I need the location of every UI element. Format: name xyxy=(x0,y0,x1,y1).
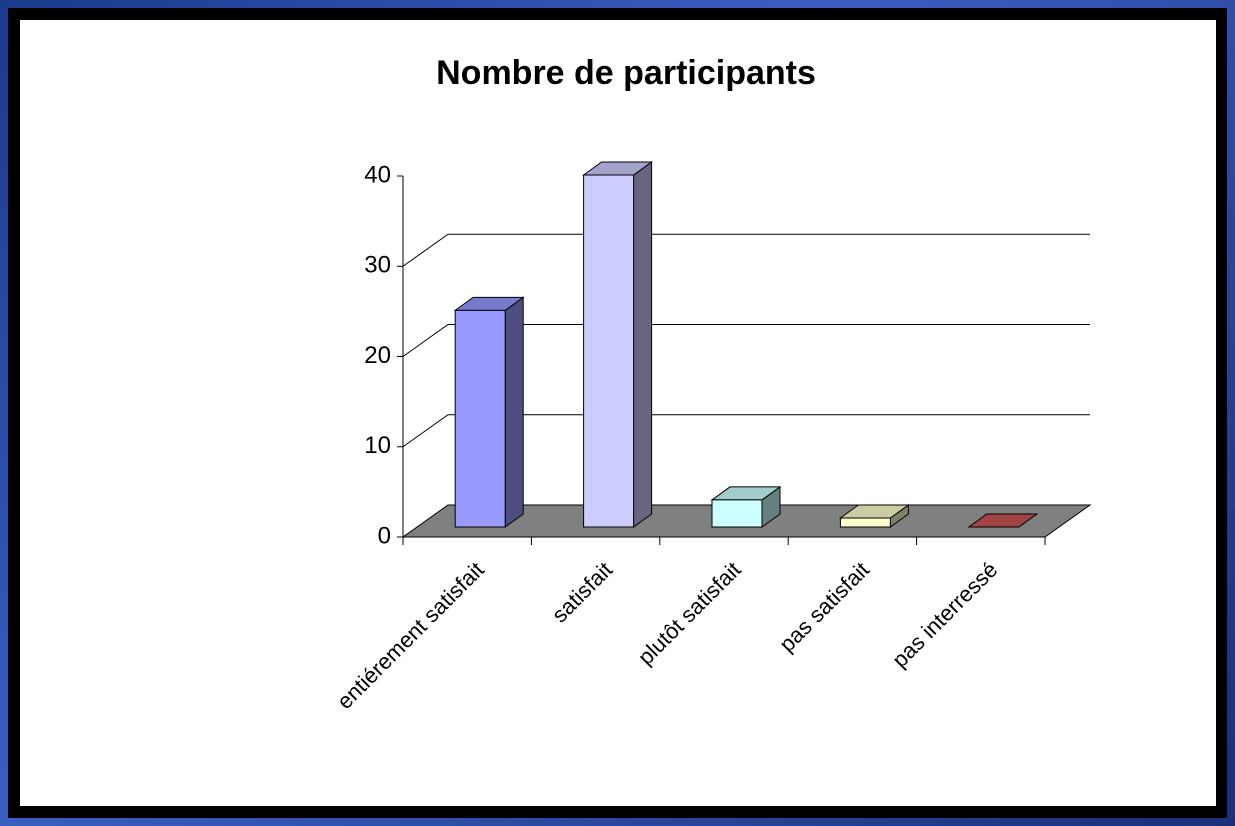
bar xyxy=(582,161,654,528)
bar xyxy=(838,503,910,528)
bar-front xyxy=(583,174,635,528)
y-tick-label: 40 xyxy=(364,161,391,188)
bar-top xyxy=(967,513,1039,528)
bar xyxy=(710,485,782,528)
y-tick-label: 0 xyxy=(378,522,391,549)
bar-side xyxy=(633,161,653,528)
y-tick-label: 30 xyxy=(364,252,391,279)
grid-line xyxy=(402,233,1090,267)
y-tick-label: 20 xyxy=(364,342,391,369)
bar xyxy=(967,513,1039,528)
bar-front xyxy=(711,499,763,528)
bar-side xyxy=(504,296,524,528)
bar-front xyxy=(839,517,891,528)
chart-title: Nombre de participants xyxy=(436,54,816,92)
grid-line xyxy=(402,324,1090,357)
bar xyxy=(453,296,525,528)
y-tick-label: 10 xyxy=(364,432,391,459)
bar-front xyxy=(454,309,506,528)
grid-line xyxy=(402,414,1090,448)
